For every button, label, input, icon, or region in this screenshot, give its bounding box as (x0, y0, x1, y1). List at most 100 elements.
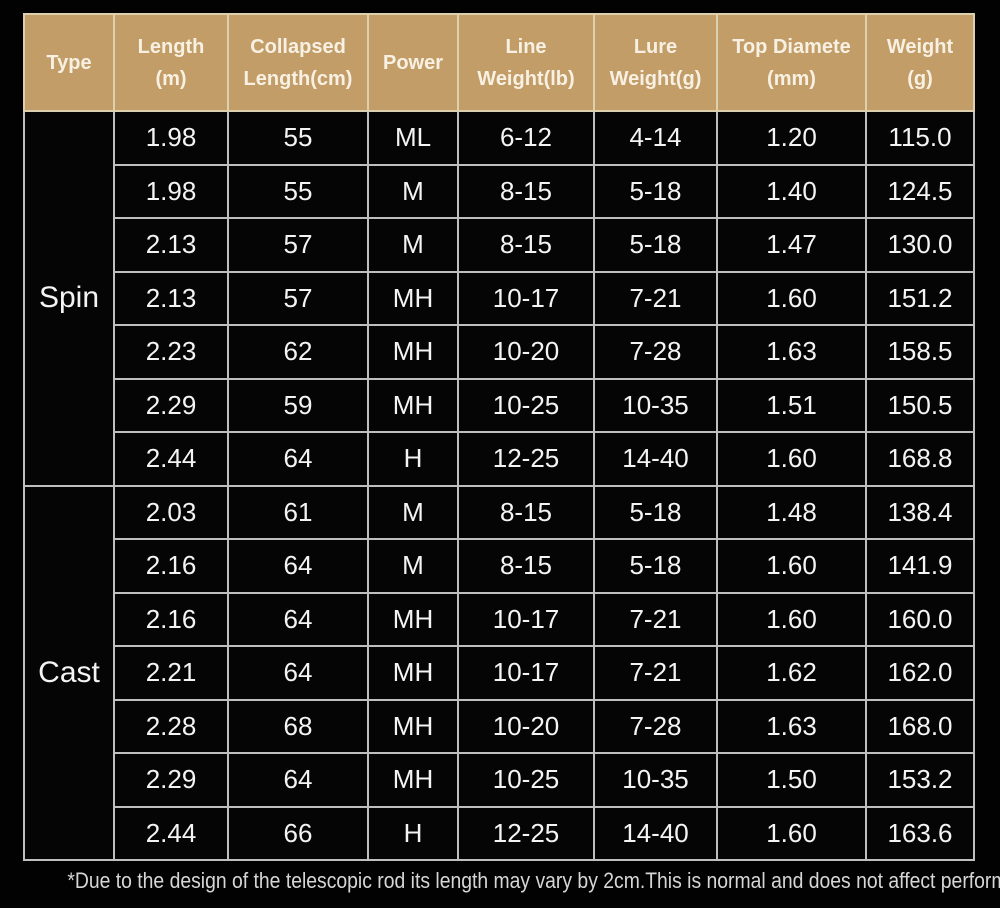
table-row: 1.98 55 M 8-15 5-18 1.40 124.5 (24, 163, 975, 219)
cell-lure-weight: 10-35 (593, 377, 718, 433)
cell-power: ML (367, 110, 459, 166)
cell-line-weight: 10-20 (457, 698, 595, 754)
table-row: 2.29 64 MH 10-25 10-35 1.50 153.2 (24, 752, 975, 808)
cell-top-diameter: 1.63 (716, 324, 867, 380)
cell-lure-weight: 14-40 (593, 431, 718, 487)
cell-line-weight: 10-17 (457, 270, 595, 326)
spec-table: Type Length (m) Collapsed Length(cm) Pow… (23, 13, 975, 861)
cell-length: 2.29 (113, 752, 229, 808)
cell-line-weight: 8-15 (457, 538, 595, 594)
col-header-weight: Weight (g) (865, 13, 975, 112)
cell-top-diameter: 1.50 (716, 752, 867, 808)
cell-lure-weight: 10-35 (593, 752, 718, 808)
cell-lure-weight: 7-21 (593, 645, 718, 701)
cell-collapsed-length: 55 (227, 110, 369, 166)
cell-weight: 158.5 (865, 324, 975, 380)
cell-line-weight: 10-17 (457, 591, 595, 647)
table-body: Spin 1.98 55 ML 6-12 4-14 1.20 115.0 1.98 55 M 8-15… (23, 110, 975, 861)
col-header-length: Length (m) (113, 13, 229, 112)
cell-power: H (367, 431, 459, 487)
cell-weight: 141.9 (865, 538, 975, 594)
cell-length: 2.03 (113, 484, 229, 540)
cell-lure-weight: 5-18 (593, 163, 718, 219)
cell-top-diameter: 1.51 (716, 377, 867, 433)
footnote: *Due to the design of the telescopic rod… (0, 866, 1000, 896)
cell-power: MH (367, 591, 459, 647)
col-header-line-weight: Line Weight(lb) (457, 13, 595, 112)
cell-lure-weight: 7-28 (593, 698, 718, 754)
cell-weight: 162.0 (865, 645, 975, 701)
header-row: Type Length (m) Collapsed Length(cm) Pow… (23, 13, 975, 112)
cell-top-diameter: 1.47 (716, 217, 867, 273)
cell-power: M (367, 538, 459, 594)
cell-collapsed-length: 59 (227, 377, 369, 433)
cell-top-diameter: 1.60 (716, 431, 867, 487)
cell-power: H (367, 805, 459, 861)
table-row: Cast 2.03 61 M 8-15 5-18 1.48 138.4 (23, 484, 975, 861)
table-row: 2.44 66 H 12-25 14-40 1.60 163.6 (24, 805, 975, 861)
table-row: 2.16 64 M 8-15 5-18 1.60 141.9 (24, 538, 975, 594)
cell-weight: 151.2 (865, 270, 975, 326)
cell-collapsed-length: 64 (227, 752, 369, 808)
cell-top-diameter: 1.62 (716, 645, 867, 701)
cell-collapsed-length: 64 (227, 591, 369, 647)
cell-length: 2.44 (113, 431, 229, 487)
cell-lure-weight: 7-21 (593, 591, 718, 647)
cell-weight: 130.0 (865, 217, 975, 273)
cell-line-weight: 10-20 (457, 324, 595, 380)
col-header-power: Power (367, 13, 459, 112)
cell-line-weight: 10-25 (457, 752, 595, 808)
col-header-lure-weight: Lure Weight(g) (593, 13, 718, 112)
cell-weight: 138.4 (865, 484, 975, 540)
type-group-cast: Cast (23, 484, 115, 861)
cell-line-weight: 8-15 (457, 484, 595, 540)
cell-top-diameter: 1.20 (716, 110, 867, 166)
cell-weight: 168.0 (865, 698, 975, 754)
cell-top-diameter: 1.60 (716, 591, 867, 647)
cell-line-weight: 8-15 (457, 163, 595, 219)
cell-top-diameter: 1.60 (716, 805, 867, 861)
cell-length: 2.23 (113, 324, 229, 380)
cell-weight: 160.0 (865, 591, 975, 647)
cell-length: 2.21 (113, 645, 229, 701)
cell-line-weight: 8-15 (457, 217, 595, 273)
table-row: 2.29 59 MH 10-25 10-35 1.51 150.5 (24, 377, 975, 433)
cell-length: 2.13 (113, 270, 229, 326)
cell-weight: 124.5 (865, 163, 975, 219)
col-header-collapsed-length: Collapsed Length(cm) (227, 13, 369, 112)
cell-length: 2.13 (113, 217, 229, 273)
cell-power: M (367, 217, 459, 273)
cell-length: 2.16 (113, 591, 229, 647)
cell-length: 2.28 (113, 698, 229, 754)
cell-lure-weight: 4-14 (593, 110, 718, 166)
cell-lure-weight: 5-18 (593, 217, 718, 273)
cell-collapsed-length: 68 (227, 698, 369, 754)
cell-top-diameter: 1.48 (716, 484, 867, 540)
cell-length: 2.29 (113, 377, 229, 433)
cell-power: MH (367, 377, 459, 433)
cell-lure-weight: 14-40 (593, 805, 718, 861)
cell-collapsed-length: 57 (227, 217, 369, 273)
cell-lure-weight: 5-18 (593, 484, 718, 540)
cell-power: MH (367, 752, 459, 808)
footnote-text: *Due to the design of the telescopic rod… (67, 868, 1000, 893)
cell-top-diameter: 1.60 (716, 538, 867, 594)
table-row: 2.21 64 MH 10-17 7-21 1.62 162.0 (24, 645, 975, 701)
cell-collapsed-length: 64 (227, 645, 369, 701)
table-row: 2.16 64 MH 10-17 7-21 1.60 160.0 (24, 591, 975, 647)
cell-top-diameter: 1.60 (716, 270, 867, 326)
cell-lure-weight: 7-21 (593, 270, 718, 326)
cell-power: MH (367, 698, 459, 754)
cell-power: MH (367, 324, 459, 380)
table-header: Type Length (m) Collapsed Length(cm) Pow… (23, 13, 975, 112)
cell-weight: 168.8 (865, 431, 975, 487)
cell-line-weight: 6-12 (457, 110, 595, 166)
cell-weight: 153.2 (865, 752, 975, 808)
cell-collapsed-length: 62 (227, 324, 369, 380)
cell-collapsed-length: 55 (227, 163, 369, 219)
cell-weight: 115.0 (865, 110, 975, 166)
table-row: 2.44 64 H 12-25 14-40 1.60 168.8 (24, 431, 975, 487)
table-row: Spin 1.98 55 ML 6-12 4-14 1.20 115.0 (23, 110, 975, 487)
col-header-type: Type (23, 13, 115, 112)
